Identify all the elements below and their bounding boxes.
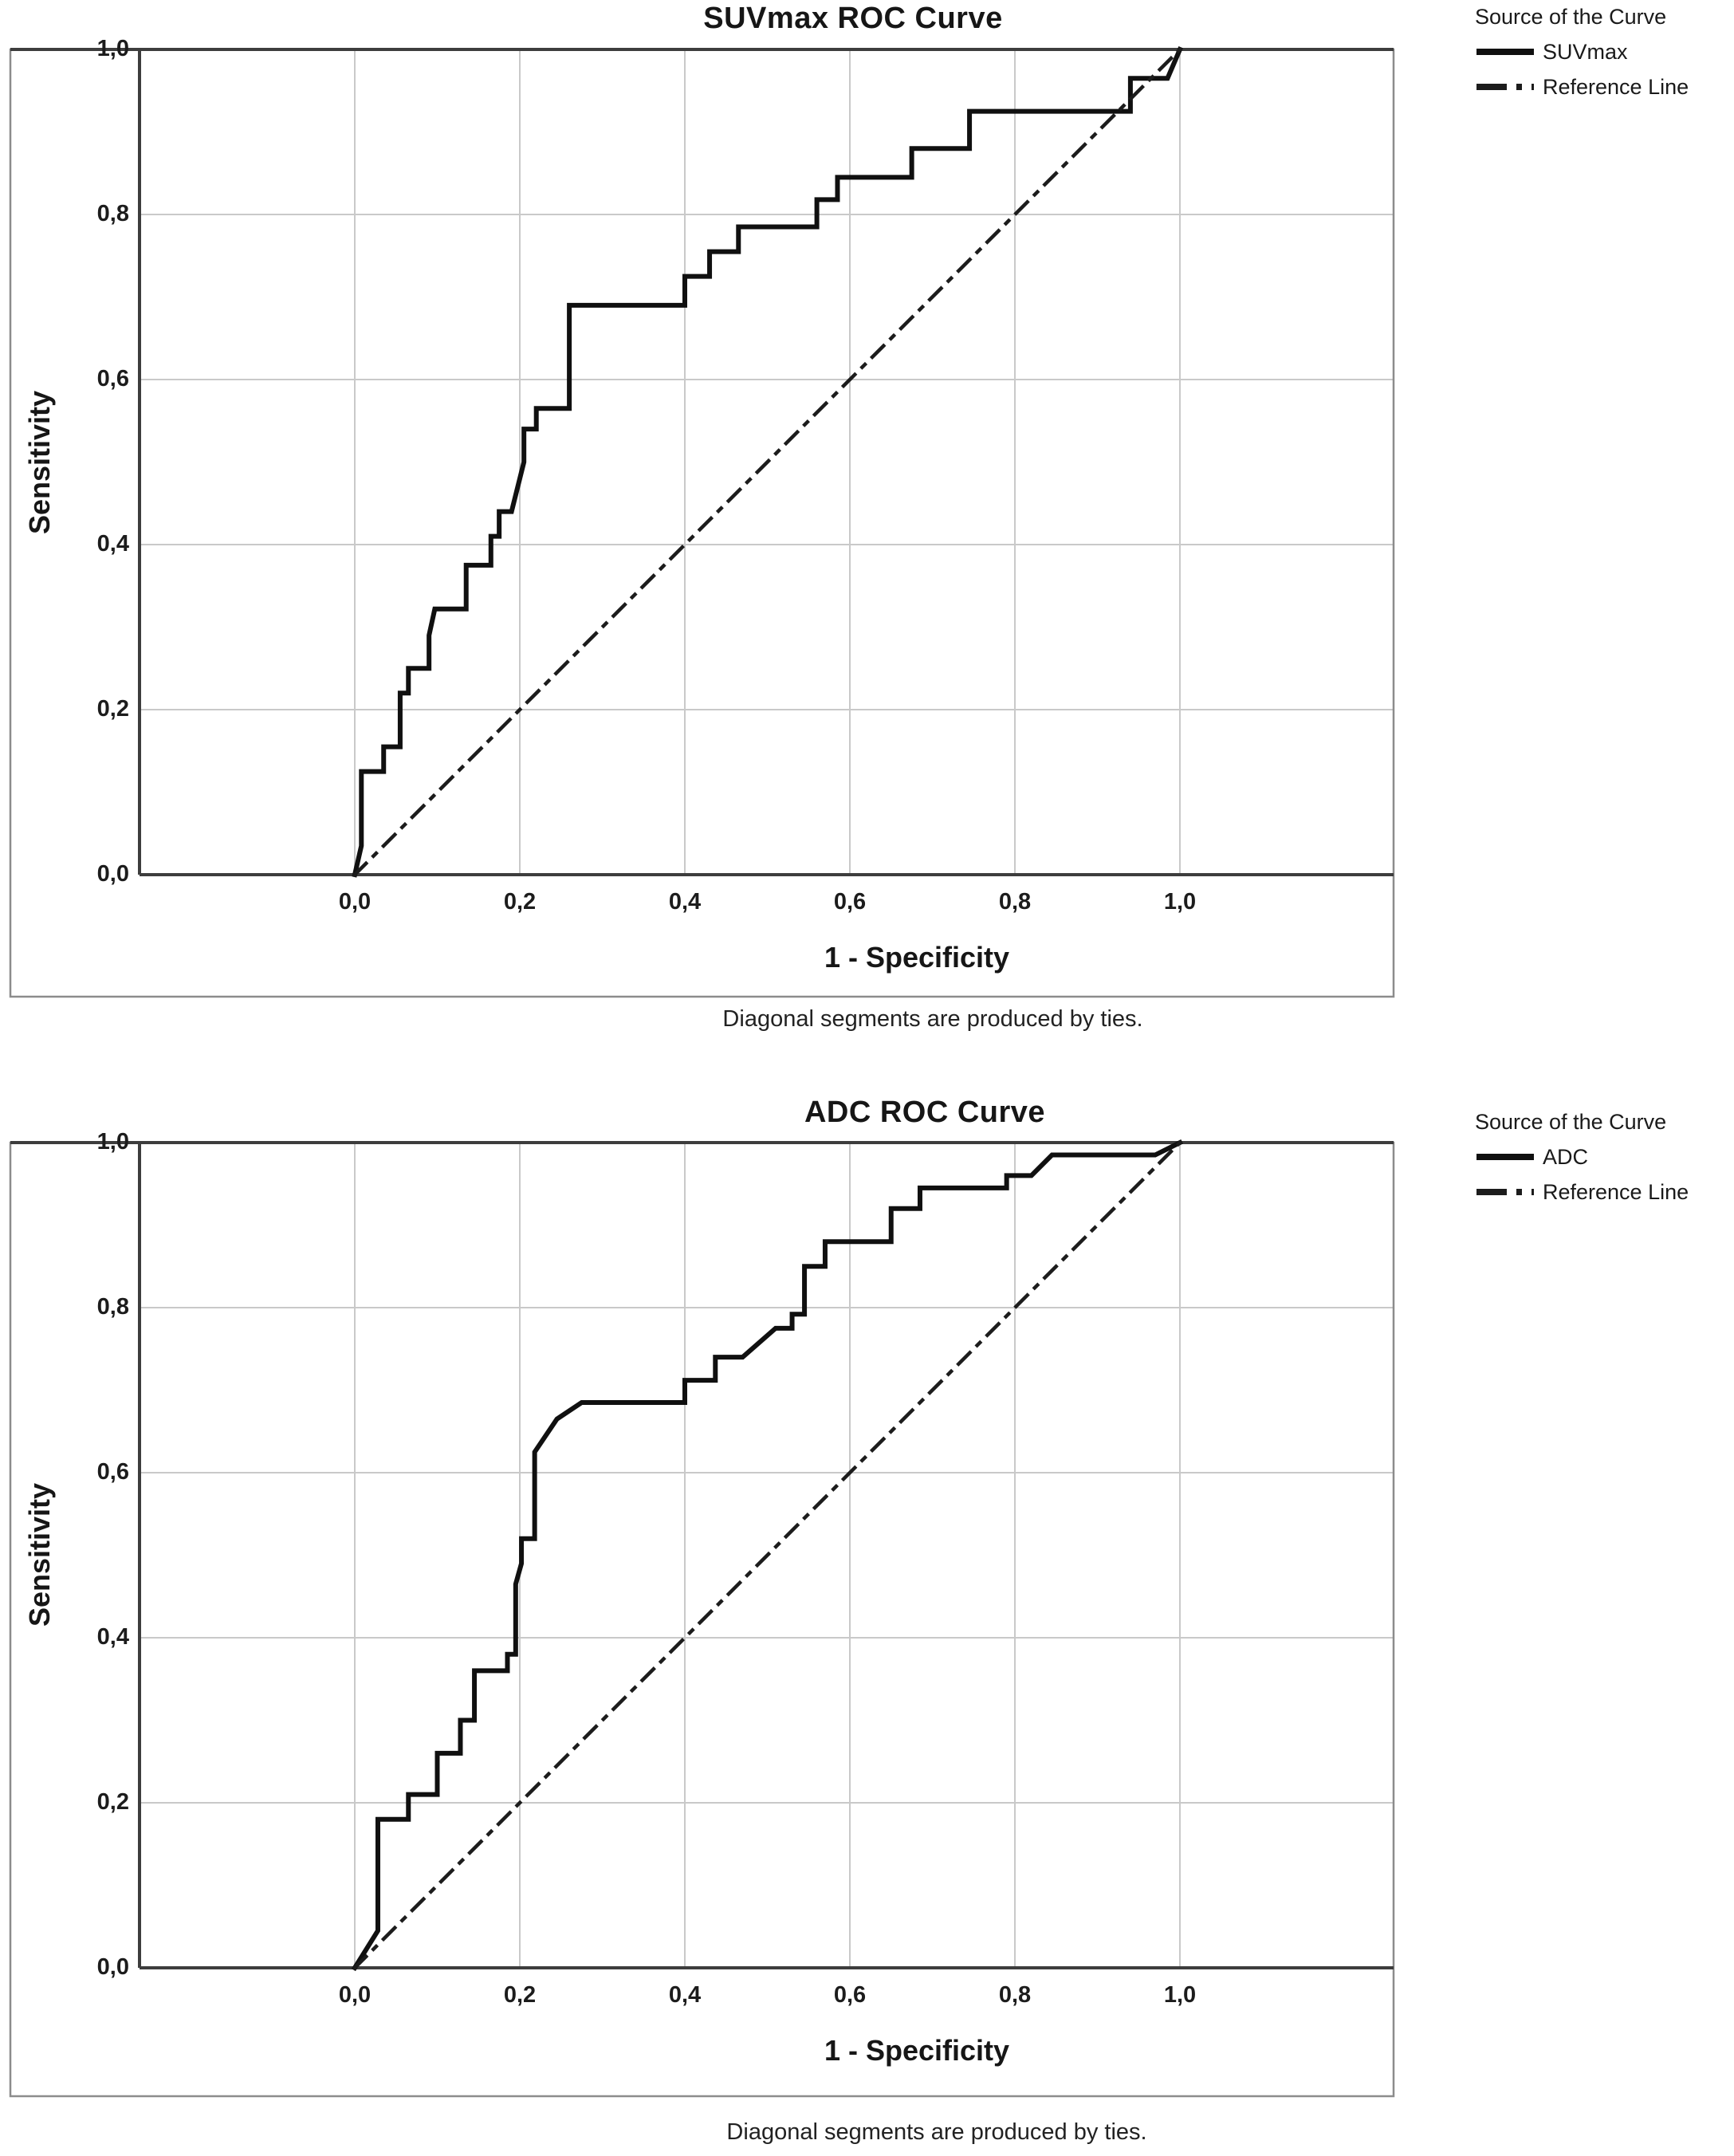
y-tick-label: 0,4	[96, 1624, 129, 1650]
legend-item-suvmax: SUVmax	[1475, 39, 1732, 65]
ties-footnote: Diagonal segments are produced by ties.	[726, 2119, 1147, 2145]
dash-dot-line-swatch-icon	[1476, 1189, 1534, 1195]
y-tick-label: 1,0	[96, 36, 129, 61]
legend-item-adc: ADC	[1475, 1144, 1732, 1170]
ties-footnote: Diagonal segments are produced by ties.	[722, 1006, 1143, 1032]
legend-item-reference-line: Reference Line	[1475, 1179, 1732, 1205]
solid-line-swatch-icon	[1476, 1154, 1534, 1160]
y-tick-label: 0,8	[96, 1294, 129, 1320]
adc-plot-area	[9, 1139, 1395, 2098]
y-tick-label: 1,0	[96, 1129, 129, 1155]
y-tick-label: 0,6	[96, 366, 129, 391]
roc-curve-adc	[351, 1139, 1184, 1972]
y-tick-label: 0,6	[96, 1459, 129, 1485]
suvmax-plot-area	[9, 46, 1395, 998]
adc-chart-panel: ADC ROC Curve Sensitivity 1 - Specificit…	[0, 1078, 1734, 2156]
x-axis-label: 1 - Specificity	[824, 2034, 1010, 2067]
x-tick-label: 0,8	[998, 1982, 1032, 2008]
y-tick-label: 0,8	[96, 201, 129, 226]
y-tick-label: 0,2	[96, 696, 129, 722]
x-tick-label: 0,8	[998, 889, 1032, 915]
legend-title: Source of the Curve	[1475, 5, 1667, 29]
legend-item-label: SUVmax	[1543, 39, 1628, 64]
reference-line	[352, 1139, 1183, 1971]
legend-item-reference-line: Reference Line	[1475, 74, 1732, 100]
legend: Source of the Curve SUVmax Reference Lin…	[1475, 5, 1732, 100]
solid-line-swatch-icon	[1476, 49, 1534, 55]
x-tick-label: 0,2	[503, 889, 537, 915]
x-tick-label: 0,6	[833, 889, 867, 915]
x-tick-label: 0,4	[668, 889, 702, 915]
roc-curve-suvmax	[352, 46, 1183, 878]
legend-item-label: Reference Line	[1543, 74, 1689, 99]
dash-dot-line-swatch-icon	[1476, 84, 1534, 90]
y-tick-label: 0,2	[96, 1789, 129, 1815]
legend-item-label: ADC	[1543, 1144, 1589, 1169]
x-tick-label: 0,2	[503, 1982, 537, 2008]
x-tick-label: 1,0	[1163, 1982, 1197, 2008]
x-tick-label: 0,0	[338, 889, 372, 915]
x-tick-label: 0,4	[668, 1982, 702, 2008]
legend: Source of the Curve ADC Reference Line	[1475, 1110, 1732, 1205]
y-tick-label: 0,0	[96, 861, 129, 887]
x-axis-label: 1 - Specificity	[824, 941, 1010, 974]
figure-frame	[9, 48, 1395, 998]
x-tick-label: 0,6	[833, 1982, 867, 2008]
y-tick-label: 0,0	[96, 1954, 129, 1980]
x-tick-label: 0,0	[338, 1982, 372, 2008]
y-tick-label: 0,4	[96, 531, 129, 557]
chart-title: SUVmax ROC Curve	[703, 2, 1003, 35]
reference-line	[352, 46, 1183, 878]
legend-title: Source of the Curve	[1475, 1110, 1667, 1134]
chart-title: ADC ROC Curve	[804, 1096, 1046, 1129]
y-axis-label: Sensitivity	[23, 1482, 56, 1627]
y-axis-label: Sensitivity	[23, 390, 56, 535]
x-tick-label: 1,0	[1163, 889, 1197, 915]
legend-item-label: Reference Line	[1543, 1179, 1689, 1204]
suvmax-chart-panel: SUVmax ROC Curve Sensitivity 1 - Specifi…	[9, 2, 1732, 1032]
